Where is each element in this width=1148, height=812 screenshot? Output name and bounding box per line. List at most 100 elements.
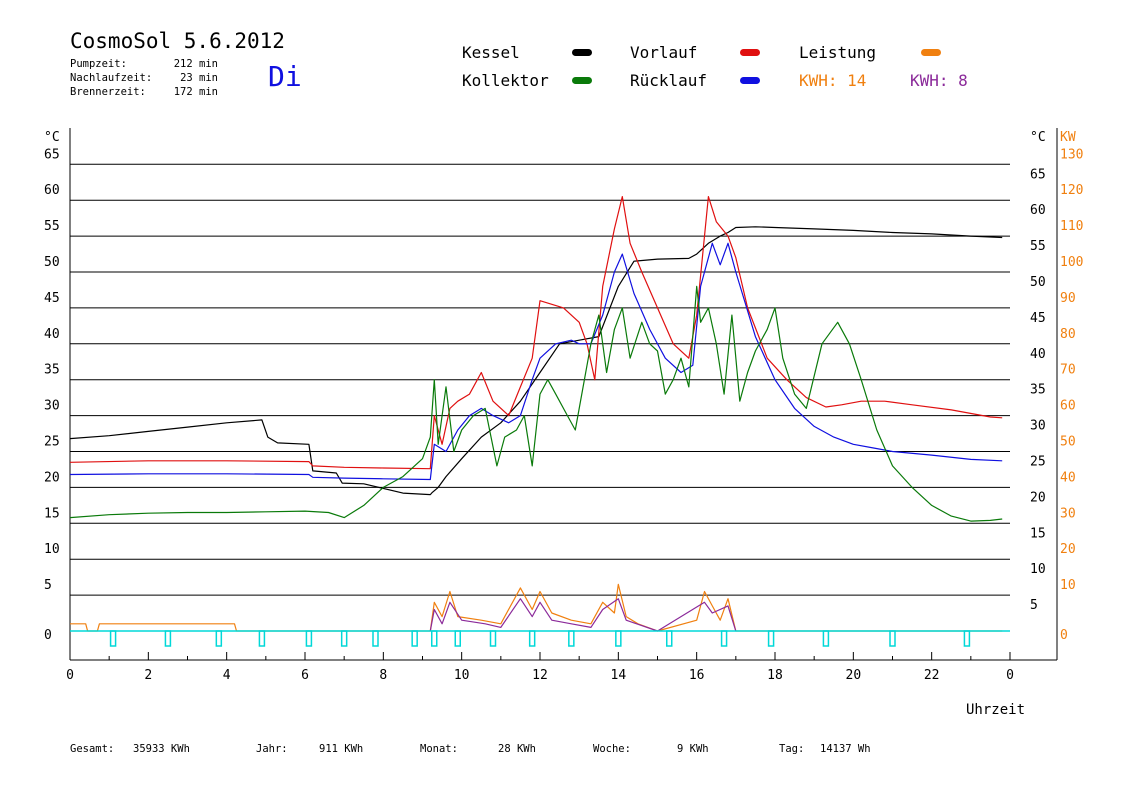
pump-marker (411, 630, 418, 647)
stat-nachlaufzeit-label: Nachlaufzeit: (70, 72, 153, 84)
x-tick-label: 2 (144, 668, 152, 683)
y-tick-label-left: 35 (44, 363, 60, 378)
pump-marker (720, 630, 728, 647)
y2-tick-label: 80 (1060, 327, 1076, 342)
legend-kessel-label: Kessel (462, 43, 520, 62)
footer-jahr-value: 911 KWh (319, 743, 364, 755)
chart-title: CosmoSol 5.6.2012 (70, 29, 285, 53)
footer-tag-value: 14137 Wh (820, 743, 871, 755)
y-tick-label-left: 45 (44, 291, 60, 306)
pump-marker (164, 630, 172, 647)
stat-pumpzeit-label: Pumpzeit: (70, 58, 127, 70)
pump-marker (963, 630, 971, 647)
stat-brennerzeit-value: 172 min (173, 86, 218, 98)
weekday-label: Di (268, 60, 302, 93)
pump-marker (372, 630, 379, 647)
pump-marker (431, 630, 438, 647)
legend-vorlauf-label: Vorlauf (630, 43, 698, 62)
series-line-kollektor (69, 285, 1003, 522)
footer-gesamt-label: Gesamt: (70, 743, 115, 755)
pump-marker (528, 630, 536, 647)
legend-kessel-swatch (572, 49, 592, 56)
y2-tick-label: 10 (1060, 578, 1076, 593)
pump-marker (489, 630, 497, 647)
y2-tick-label: 30 (1060, 506, 1076, 521)
legend-kollektor-label: Kollektor (462, 71, 549, 90)
footer-monat-value: 28 KWh (498, 743, 536, 755)
x-tick-label: 18 (767, 668, 783, 683)
y-tick-label-right: 60 (1030, 203, 1046, 218)
footer-jahr-label: Jahr: (256, 743, 288, 755)
pump-marker (305, 630, 313, 647)
series-line-kwh-8 (429, 598, 737, 632)
footer-gesamt-value: 35933 KWh (133, 743, 190, 755)
y2-tick-label: 100 (1060, 255, 1083, 270)
y-tick-label-left: 0 (44, 628, 52, 643)
y2-tick-label: 120 (1060, 183, 1083, 198)
y-tick-label-right: 30 (1030, 419, 1046, 434)
series-line-r-cklauf (69, 242, 1003, 481)
legend-kollektor-swatch (572, 77, 592, 84)
series-line-kessel (69, 226, 1003, 496)
y-tick-label-right: 40 (1030, 347, 1046, 362)
stat-pumpzeit-value: 212 min (173, 58, 218, 70)
y2-tick-label: 60 (1060, 399, 1076, 414)
y2-tick-label: 130 (1060, 147, 1083, 162)
y2-tick-label: 50 (1060, 435, 1076, 450)
y-tick-label-left: 55 (44, 219, 60, 234)
y-tick-label-left: 30 (44, 399, 60, 414)
pump-marker (822, 630, 830, 647)
x-tick-label: 0 (1006, 668, 1014, 683)
x-axis-label: Uhrzeit (966, 702, 1025, 718)
y2-tick-label: 110 (1060, 219, 1083, 234)
pump-marker (615, 630, 622, 647)
y-tick-label-left: 25 (44, 435, 60, 450)
y-tick-label-right: 25 (1030, 455, 1046, 470)
legend-kwh-orange: KWH: 14 (799, 71, 867, 90)
y-tick-label-left: 65 (44, 147, 60, 162)
x-tick-label: 12 (532, 668, 548, 683)
pump-marker (666, 630, 673, 647)
y-tick-label-right: 55 (1030, 239, 1046, 254)
y2-tick-label: 0 (1060, 628, 1068, 643)
pump-marker (215, 630, 223, 647)
y-tick-label-left: 10 (44, 542, 60, 557)
x-tick-label: 10 (454, 668, 470, 683)
y-tick-label-right: 65 (1030, 167, 1046, 182)
legend-ruecklauf-label: Rücklauf (630, 71, 708, 90)
legend-leistung-label: Leistung (799, 43, 877, 62)
stat-nachlaufzeit-value: 23 min (180, 72, 218, 84)
legend-leistung-swatch (921, 49, 941, 56)
footer-woche-value: 9 KWh (677, 743, 709, 755)
series-line-leistung (70, 583, 1003, 632)
y-tick-label-left: 50 (44, 255, 60, 270)
y2-axis-unit: KW (1060, 130, 1076, 145)
y-tick-label-left: 20 (44, 470, 60, 485)
x-tick-label: 14 (611, 668, 627, 683)
y2-tick-label: 20 (1060, 542, 1076, 557)
y-tick-label-right: 50 (1030, 275, 1046, 290)
x-tick-label: 16 (689, 668, 705, 683)
y-tick-label-left: 15 (44, 506, 60, 521)
y2-tick-label: 40 (1060, 470, 1076, 485)
y-tick-label-left: 40 (44, 327, 60, 342)
footer-monat-label: Monat: (420, 743, 458, 755)
footer-tag-label: Tag: (779, 743, 805, 755)
x-tick-label: 4 (223, 668, 231, 683)
pump-marker (109, 630, 117, 647)
x-tick-label: 0 (66, 668, 74, 683)
x-tick-label: 8 (379, 668, 387, 683)
x-tick-label: 22 (924, 668, 940, 683)
y2-tick-label: 90 (1060, 291, 1076, 306)
pump-marker (767, 630, 775, 647)
y-tick-label-left: 60 (44, 183, 60, 198)
x-tick-label: 6 (301, 668, 309, 683)
pump-marker (889, 630, 896, 647)
y-axis-unit-left: °C (44, 130, 60, 145)
y2-tick-label: 70 (1060, 363, 1076, 378)
pump-marker (454, 630, 461, 647)
pump-marker (568, 630, 575, 647)
x-tick-label: 20 (846, 668, 862, 683)
y-tick-label-right: 10 (1030, 562, 1046, 577)
